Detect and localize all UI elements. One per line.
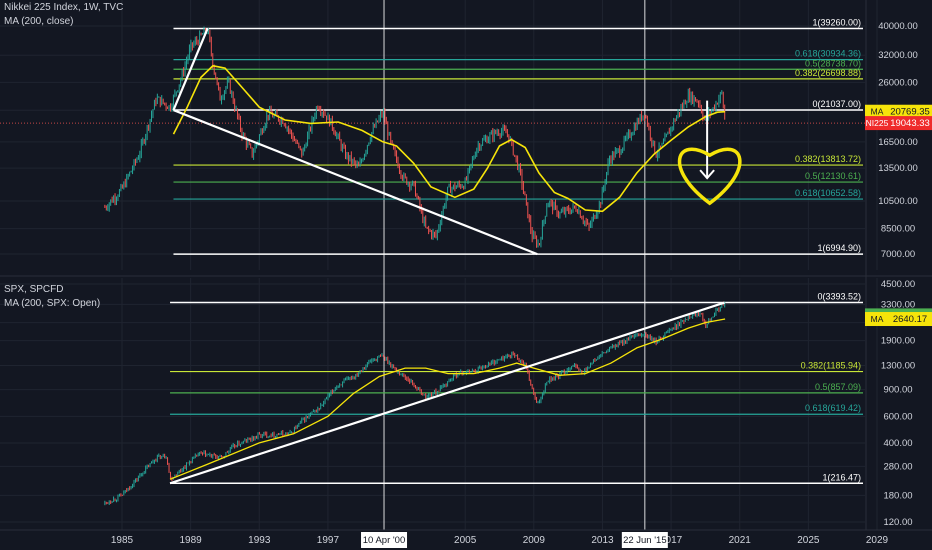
fib-level-label: 0.382(1185.94) [801, 361, 861, 371]
fib-level-label: 0.618(30934.36) [795, 49, 861, 59]
y-axis-tick-label: 180.00 [883, 490, 912, 501]
y-axis-tick-label: 1300.00 [881, 361, 915, 372]
fib-level-label: 0.5(12130.61) [805, 171, 861, 181]
bottom-chart-title: SPX, SPCFD [4, 284, 63, 295]
y-axis-tick-label: 16500.00 [878, 137, 918, 148]
x-axis-tick-label: 1985 [111, 535, 134, 546]
x-axis-tick-label: 2025 [797, 535, 820, 546]
fib-level-label: 0(21037.00) [812, 99, 861, 109]
y-axis-tick-label: 4500.00 [881, 279, 915, 290]
x-axis-tick-label: 1993 [248, 535, 271, 546]
top-chart-ma-legend: MA (200, close) [4, 16, 73, 27]
fib-level-label: 0.618(619.42) [805, 403, 861, 413]
y-axis-tick-label: 32000.00 [878, 50, 918, 61]
x-axis-tick-label: 2029 [866, 535, 889, 546]
date-marker-label: 22 Jun '15 [623, 535, 667, 546]
fib-level-label: 0.382(13813.72) [795, 154, 861, 164]
fib-level-label: 0.382(26698.88) [795, 68, 861, 78]
x-axis-tick-label: 2009 [523, 535, 546, 546]
y-axis-tick-label: 26000.00 [878, 77, 918, 88]
fib-level-label: 1(216.47) [822, 472, 861, 482]
fib-level-label: 1(39260.00) [812, 17, 861, 27]
x-axis-tick-label: 2013 [591, 535, 614, 546]
bottom-chart-ma-legend: MA (200, SPX: Open) [4, 298, 100, 309]
fib-level-label: 0(3393.52) [817, 292, 861, 302]
y-axis-tick-label: 400.00 [883, 438, 912, 449]
price-value-label: 19043.33 [890, 118, 930, 129]
fib-level-label: 0.5(857.09) [815, 382, 861, 392]
y-axis-tick-label: 1900.00 [881, 336, 915, 347]
price-tag-name: MA [871, 107, 884, 117]
fib-level-label: 0.618(10652.58) [795, 188, 861, 198]
date-marker-label: 10 Apr '00 [363, 535, 406, 546]
y-axis-tick-label: 7000.00 [881, 249, 915, 260]
price-tag-name: NI225 [866, 118, 889, 128]
y-axis-tick-label: 40000.00 [878, 21, 918, 32]
fib-level-label: 1(6994.90) [817, 243, 861, 253]
fib-level-label: 0.5(28738.70) [805, 58, 861, 68]
y-axis-tick-label: 600.00 [883, 411, 912, 422]
y-axis-tick-label: 10500.00 [878, 196, 918, 207]
x-axis-tick-label: 2005 [454, 535, 477, 546]
price-value-label: 2640.17 [893, 314, 927, 325]
x-axis-tick-label: 1989 [180, 535, 203, 546]
y-axis-tick-label: 900.00 [883, 385, 912, 396]
y-axis-tick-label: 13500.00 [878, 163, 918, 174]
top-chart-title: Nikkei 225 Index, 1W, TVC [4, 2, 123, 13]
y-axis-tick-label: 280.00 [883, 461, 912, 472]
y-axis-tick-label: 8500.00 [881, 224, 915, 235]
y-axis-tick-label: 120.00 [883, 517, 912, 528]
x-axis-tick-label: 2021 [729, 535, 752, 546]
price-tag-name: MA [871, 314, 884, 324]
x-axis-tick-label: 1997 [317, 535, 340, 546]
